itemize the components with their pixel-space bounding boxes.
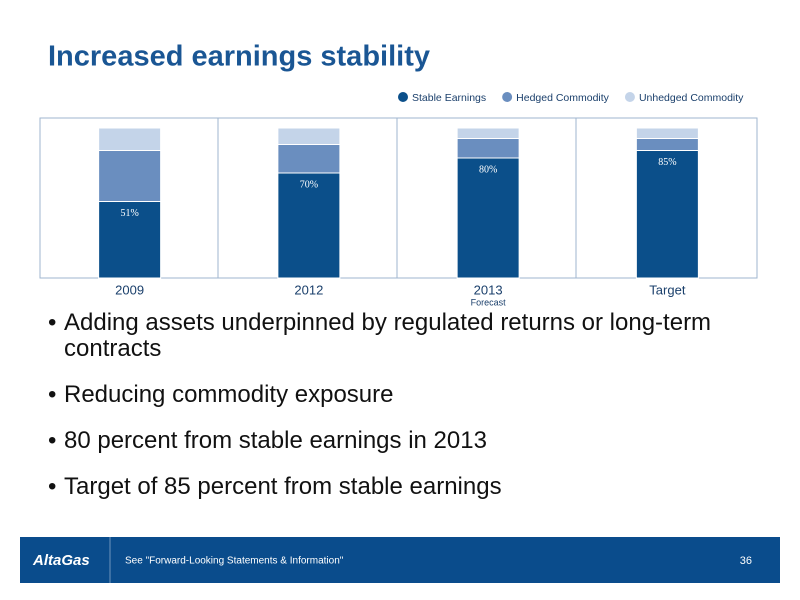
x-tick-label: Target — [649, 282, 686, 297]
data-label: 70% — [300, 179, 318, 190]
legend-label: Stable Earnings — [412, 92, 486, 104]
data-label: 80% — [479, 164, 497, 175]
legend-swatch — [398, 92, 408, 102]
annotation: Forecast — [471, 297, 507, 307]
bar-segment — [456, 157, 520, 279]
legend-label: Hedged Commodity — [516, 92, 610, 104]
bar-segment — [635, 138, 699, 151]
bar-segment — [98, 150, 162, 202]
legend-label: Unhedged Commodity — [639, 92, 744, 104]
bar-segment — [635, 150, 699, 279]
bullet-list: Adding assets underpinned by regulated r… — [48, 310, 738, 520]
bar-segment — [277, 172, 341, 279]
logo: AltaGas — [32, 552, 90, 569]
data-label: 85% — [658, 157, 676, 168]
legend-swatch — [624, 92, 635, 102]
bar-segment — [277, 127, 341, 145]
bar-segment — [456, 138, 520, 159]
chart-frame — [39, 117, 758, 279]
bar-segment — [98, 127, 162, 151]
legend-swatch — [502, 92, 513, 102]
bar-segment — [456, 127, 520, 139]
data-label: 51% — [120, 208, 138, 219]
x-tick-label: 2009 — [115, 282, 144, 297]
footer-band — [20, 537, 780, 583]
bullet: Target of 85 percent from stable earning… — [48, 474, 738, 500]
bar-segment — [635, 127, 699, 139]
bar-segment — [277, 144, 341, 174]
footer-note: See "Forward-Looking Statements & Inform… — [125, 556, 344, 567]
page-number: 36 — [740, 555, 752, 567]
bullet: 80 percent from stable earnings in 2013 — [48, 428, 738, 454]
bullet: Adding assets underpinned by regulated r… — [48, 310, 738, 362]
slide-title: Increased earnings stability — [48, 41, 430, 73]
x-tick-label: 2013 — [474, 282, 503, 297]
x-tick-label: 2012 — [294, 282, 323, 297]
bullet: Reducing commodity exposure — [48, 382, 738, 408]
